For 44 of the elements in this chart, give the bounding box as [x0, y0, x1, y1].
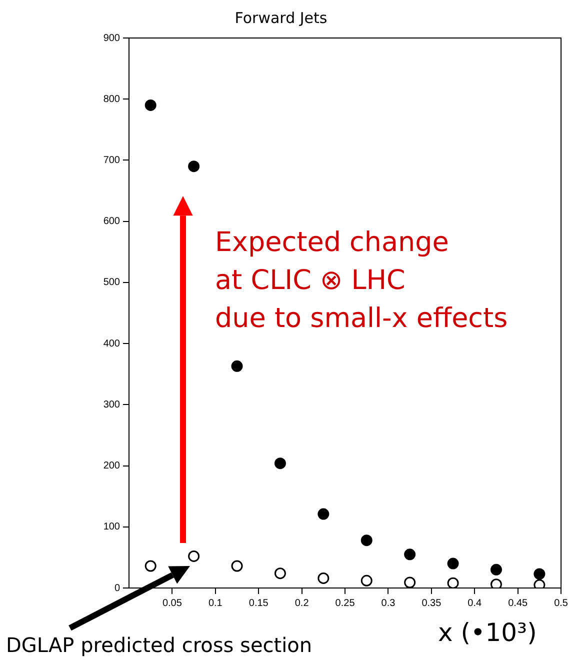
x-tick-label: 0.3: [381, 598, 396, 609]
y-tick-label: 700: [103, 154, 120, 166]
point: [144, 99, 156, 111]
point: [404, 576, 416, 588]
x-tick-label: 0.45: [508, 598, 528, 609]
point: [534, 579, 546, 588]
x-tick-label: 0.4: [468, 598, 482, 609]
point: [360, 574, 372, 586]
y-tick-label: 300: [103, 399, 120, 410]
point: [274, 568, 286, 580]
x-tick-label: 0.35: [422, 598, 442, 609]
y-tick-label: 200: [103, 460, 120, 472]
point: [360, 534, 372, 546]
y-tick-label: 500: [103, 277, 120, 288]
y-tick-label: 0: [114, 582, 120, 594]
point: [188, 550, 200, 562]
x-tick-label: 0.05: [162, 598, 182, 609]
point: [447, 577, 459, 588]
x-axis-title: x (•10³): [438, 618, 537, 647]
y-tick-label: 800: [103, 94, 120, 105]
point: [318, 572, 330, 584]
text: DGLAP predicted cross section: [6, 633, 312, 657]
point: [188, 160, 200, 172]
point: [231, 360, 243, 372]
y-tick-label: 400: [103, 338, 120, 350]
y-tick-label: 900: [103, 32, 120, 44]
point: [447, 558, 459, 570]
chart-title: Forward Jets: [234, 8, 328, 27]
point: [318, 508, 330, 520]
point: [534, 568, 546, 580]
y-tick-label: 600: [103, 216, 120, 228]
x-tick-label: 0.15: [248, 598, 269, 609]
point: [490, 564, 502, 576]
point: [404, 548, 416, 560]
point: [490, 578, 502, 588]
point: [231, 560, 243, 572]
x-tick-label: 0.5: [554, 598, 568, 609]
x-tick-label: 0.1: [208, 598, 223, 609]
y-tick-label: 100: [103, 522, 120, 533]
x-tick-label: 0.2: [294, 598, 310, 609]
point: [274, 458, 286, 470]
x-tick-label: 0.25: [335, 598, 356, 609]
annotation: Expected change at CLIC ⊗ LHC due to small-x effects: [215, 226, 508, 336]
point: [144, 560, 156, 572]
